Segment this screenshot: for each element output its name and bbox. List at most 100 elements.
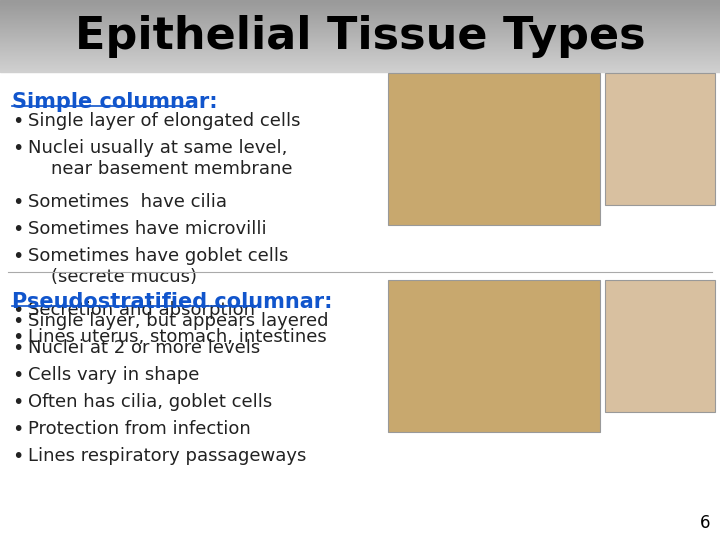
- Bar: [0, 19, 720, 20]
- Bar: [0, 28, 720, 29]
- Text: •: •: [12, 247, 24, 266]
- Text: Single layer, but appears layered: Single layer, but appears layered: [28, 312, 328, 330]
- Bar: [0, 36, 720, 37]
- Bar: [0, 26, 720, 27]
- Bar: [0, 14, 720, 15]
- Text: •: •: [12, 193, 24, 212]
- Bar: [0, 29, 720, 30]
- Bar: [0, 62, 720, 63]
- Bar: [0, 38, 720, 39]
- Bar: [0, 67, 720, 68]
- Text: 6: 6: [700, 514, 710, 532]
- Text: Often has cilia, goblet cells: Often has cilia, goblet cells: [28, 393, 272, 411]
- Text: •: •: [12, 328, 24, 347]
- Bar: [0, 0, 720, 1]
- Text: •: •: [12, 366, 24, 385]
- Bar: [0, 61, 720, 62]
- Bar: [0, 71, 720, 72]
- Text: Nuclei usually at same level,
    near basement membrane: Nuclei usually at same level, near basem…: [28, 139, 292, 178]
- Bar: [0, 55, 720, 56]
- Text: •: •: [12, 139, 24, 158]
- Bar: [0, 25, 720, 26]
- Text: •: •: [12, 420, 24, 439]
- Bar: [0, 43, 720, 44]
- Bar: [0, 51, 720, 52]
- Bar: [0, 32, 720, 33]
- Bar: [0, 4, 720, 5]
- Bar: [0, 2, 720, 3]
- Bar: [0, 52, 720, 53]
- Bar: [0, 33, 720, 34]
- Bar: [0, 68, 720, 69]
- Text: Simple columnar:: Simple columnar:: [12, 92, 217, 112]
- Bar: [0, 56, 720, 57]
- Bar: [0, 13, 720, 14]
- Bar: [0, 6, 720, 7]
- Bar: [0, 70, 720, 71]
- Bar: [0, 24, 720, 25]
- Bar: [0, 45, 720, 46]
- Bar: [0, 3, 720, 4]
- FancyBboxPatch shape: [388, 73, 600, 225]
- Bar: [0, 35, 720, 36]
- Text: •: •: [12, 312, 24, 331]
- Text: Sometimes have goblet cells
    (secrete mucus): Sometimes have goblet cells (secrete muc…: [28, 247, 289, 286]
- Text: Cells vary in shape: Cells vary in shape: [28, 366, 199, 384]
- Text: Sometimes  have cilia: Sometimes have cilia: [28, 193, 227, 211]
- Bar: [0, 18, 720, 19]
- Bar: [0, 57, 720, 58]
- Bar: [0, 8, 720, 9]
- Text: •: •: [12, 112, 24, 131]
- Bar: [0, 15, 720, 16]
- Bar: [0, 12, 720, 13]
- Text: Protection from infection: Protection from infection: [28, 420, 251, 438]
- Bar: [0, 46, 720, 47]
- Bar: [0, 53, 720, 54]
- Bar: [0, 41, 720, 42]
- Bar: [0, 20, 720, 21]
- Bar: [0, 39, 720, 40]
- Text: •: •: [12, 220, 24, 239]
- Bar: [0, 37, 720, 38]
- Bar: [0, 47, 720, 48]
- Bar: [0, 49, 720, 50]
- Bar: [0, 54, 720, 55]
- Text: Single layer of elongated cells: Single layer of elongated cells: [28, 112, 300, 130]
- Bar: [0, 48, 720, 49]
- Text: Secretion and absorption: Secretion and absorption: [28, 301, 255, 319]
- Bar: [0, 10, 720, 11]
- Bar: [0, 34, 720, 35]
- Text: •: •: [12, 301, 24, 320]
- Bar: [0, 42, 720, 43]
- Bar: [0, 27, 720, 28]
- Bar: [0, 9, 720, 10]
- Text: •: •: [12, 447, 24, 466]
- Bar: [0, 44, 720, 45]
- Bar: [0, 66, 720, 67]
- Bar: [0, 30, 720, 31]
- Bar: [0, 16, 720, 17]
- Bar: [0, 69, 720, 70]
- Text: Epithelial Tissue Types: Epithelial Tissue Types: [75, 15, 645, 57]
- Bar: [0, 21, 720, 22]
- Bar: [0, 7, 720, 8]
- Text: Sometimes have microvilli: Sometimes have microvilli: [28, 220, 266, 238]
- Bar: [0, 64, 720, 65]
- Bar: [0, 17, 720, 18]
- Bar: [0, 60, 720, 61]
- FancyBboxPatch shape: [605, 280, 715, 412]
- Text: Pseudostratified columnar:: Pseudostratified columnar:: [12, 292, 333, 312]
- Bar: [0, 50, 720, 51]
- Text: Nuclei at 2 or more levels: Nuclei at 2 or more levels: [28, 339, 260, 357]
- Bar: [0, 40, 720, 41]
- Bar: [0, 58, 720, 59]
- Bar: [0, 65, 720, 66]
- FancyBboxPatch shape: [605, 73, 715, 205]
- FancyBboxPatch shape: [388, 280, 600, 432]
- Bar: [0, 31, 720, 32]
- Bar: [0, 63, 720, 64]
- Text: •: •: [12, 339, 24, 358]
- Bar: [0, 5, 720, 6]
- Text: Lines uterus, stomach, intestines: Lines uterus, stomach, intestines: [28, 328, 327, 346]
- Text: •: •: [12, 393, 24, 412]
